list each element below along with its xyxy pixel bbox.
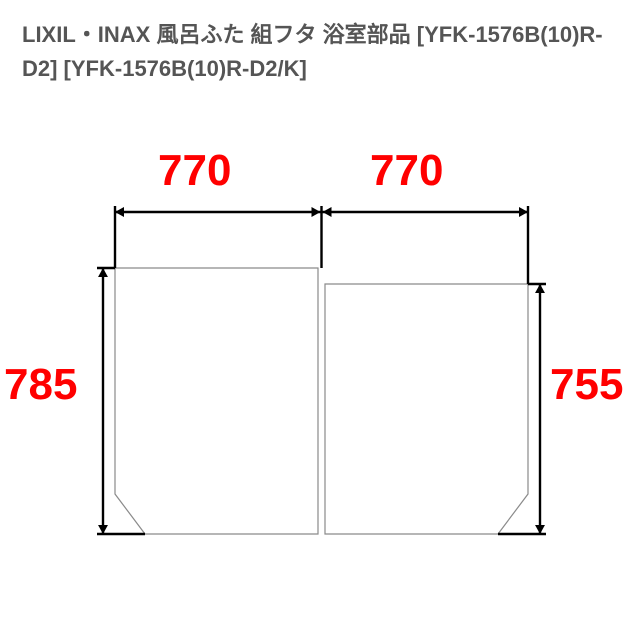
diagram-svg xyxy=(0,120,640,590)
product-title: LIXIL・INAX 風呂ふた 組フタ 浴室部品 [YFK-1576B(10)R… xyxy=(22,18,618,86)
dim-width-left: 770 xyxy=(158,146,231,196)
dim-width-right: 770 xyxy=(370,146,443,196)
dim-height-left: 785 xyxy=(4,360,77,410)
title-area: LIXIL・INAX 風呂ふた 組フタ 浴室部品 [YFK-1576B(10)R… xyxy=(0,0,640,86)
dim-height-right: 755 xyxy=(550,360,623,410)
dimension-diagram: 770 770 785 755 xyxy=(0,120,640,590)
product-page: LIXIL・INAX 風呂ふた 組フタ 浴室部品 [YFK-1576B(10)R… xyxy=(0,0,640,640)
